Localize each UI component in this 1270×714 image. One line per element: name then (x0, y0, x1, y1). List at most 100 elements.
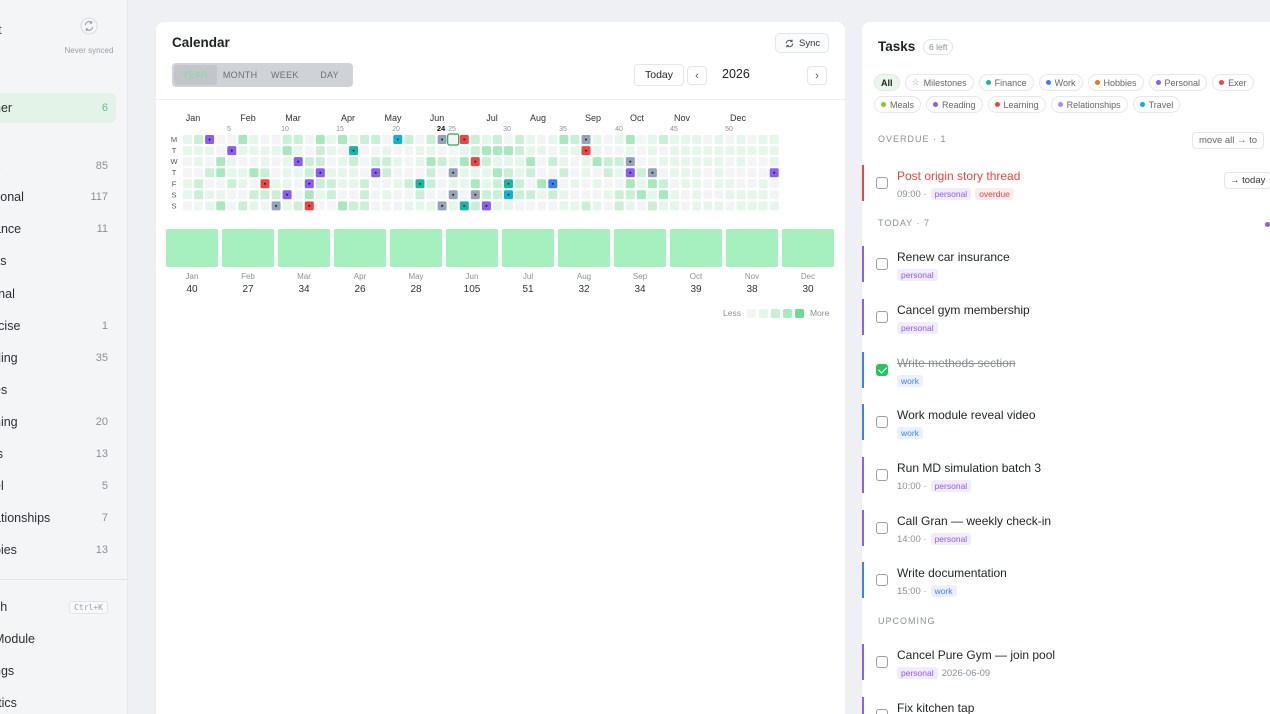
heatmap-day[interactable] (670, 157, 680, 167)
task-checkbox[interactable] (876, 258, 888, 270)
heatmap-day[interactable] (459, 146, 469, 156)
heatmap-day[interactable] (360, 168, 370, 178)
heatmap-day[interactable] (304, 168, 314, 178)
heatmap-day[interactable] (747, 157, 757, 167)
sidebar-item[interactable]: ls 13 (0, 439, 116, 469)
month-bar[interactable] (166, 229, 218, 267)
heatmap-day[interactable] (338, 190, 347, 200)
heatmap-day[interactable] (481, 190, 491, 200)
heatmap-day[interactable] (426, 146, 436, 156)
filter-chip[interactable]: Work (1038, 74, 1083, 91)
heatmap-day[interactable] (592, 146, 602, 156)
task-checkbox[interactable] (876, 416, 888, 428)
heatmap-day[interactable] (360, 201, 370, 211)
heatmap-day[interactable] (592, 201, 602, 211)
heatmap-day[interactable] (581, 179, 591, 189)
heatmap-day[interactable] (703, 201, 713, 211)
heatmap-day[interactable] (183, 146, 192, 156)
heatmap-day[interactable] (393, 146, 403, 156)
filter-chip[interactable]: Finance (978, 74, 1034, 91)
heatmap-day[interactable] (326, 168, 336, 178)
heatmap-day[interactable] (393, 201, 403, 211)
heatmap-day[interactable] (426, 135, 436, 144)
heatmap-day[interactable] (725, 146, 735, 156)
heatmap-day[interactable] (338, 157, 347, 167)
heatmap-day[interactable] (249, 190, 259, 200)
heatmap-day[interactable] (636, 157, 646, 167)
heatmap-day[interactable] (703, 146, 713, 156)
heatmap-day[interactable] (205, 146, 215, 156)
sidebar-item[interactable]: ance 11 (0, 214, 116, 244)
heatmap-day[interactable] (548, 146, 558, 156)
heatmap-day[interactable] (603, 157, 613, 167)
heatmap-day[interactable] (194, 146, 204, 156)
heatmap-day[interactable] (216, 135, 226, 144)
heatmap-day[interactable] (326, 190, 336, 200)
heatmap-day[interactable] (338, 135, 347, 144)
heatmap-day[interactable] (570, 157, 580, 167)
heatmap-day[interactable] (670, 168, 680, 178)
filter-chip[interactable]: Meals (874, 96, 922, 113)
heatmap-day[interactable] (659, 190, 668, 200)
heatmap-day[interactable] (736, 179, 746, 189)
heatmap-day[interactable] (659, 146, 668, 156)
month-bar[interactable] (726, 229, 778, 267)
task-checkbox[interactable] (876, 574, 888, 586)
heatmap-day[interactable] (714, 201, 724, 211)
heatmap-day[interactable] (625, 135, 635, 144)
month-bar[interactable] (558, 229, 610, 267)
heatmap-day[interactable] (293, 190, 303, 200)
heatmap-day[interactable] (537, 190, 547, 200)
heatmap-day[interactable] (681, 146, 691, 156)
heatmap-day[interactable] (747, 190, 757, 200)
heatmap-day[interactable] (747, 201, 757, 211)
task-title[interactable]: Renew car insurance (897, 250, 1010, 264)
heatmap-day[interactable] (570, 168, 580, 178)
task-item[interactable]: Write documentation 15:00 · work (862, 562, 1270, 608)
heatmap-day[interactable] (692, 190, 702, 200)
heatmap-day[interactable] (581, 168, 591, 178)
sidebar-bottom-item[interactable]: ch Ctrl+K (0, 592, 116, 622)
heatmap-day[interactable] (592, 157, 602, 167)
heatmap-day[interactable] (404, 190, 414, 200)
heatmap-day[interactable] (338, 179, 347, 189)
heatmap-day[interactable] (315, 201, 325, 211)
month-bar[interactable] (502, 229, 554, 267)
heatmap-day[interactable] (205, 179, 215, 189)
heatmap-day[interactable] (714, 146, 724, 156)
heatmap-day[interactable] (537, 201, 547, 211)
heatmap-day[interactable] (725, 157, 735, 167)
heatmap-day[interactable] (227, 168, 237, 178)
heatmap-day[interactable] (227, 157, 237, 167)
heatmap-day[interactable] (758, 168, 768, 178)
heatmap-day[interactable] (293, 179, 303, 189)
sidebar-item[interactable]: el 5 (0, 471, 116, 501)
heatmap-day[interactable] (603, 135, 613, 144)
heatmap-day[interactable] (559, 146, 569, 156)
heatmap-day[interactable] (393, 179, 403, 189)
heatmap-day[interactable] (647, 179, 657, 189)
view-day-button[interactable]: DAY (320, 70, 339, 80)
heatmap-day[interactable] (681, 179, 691, 189)
task-title[interactable]: Cancel Pure Gym — join pool (897, 648, 1056, 662)
heatmap-day[interactable] (636, 146, 646, 156)
heatmap-day[interactable] (205, 201, 215, 211)
heatmap-day[interactable] (183, 190, 192, 200)
heatmap-day[interactable] (415, 146, 425, 156)
sidebar-item[interactable]: her 6 (0, 93, 116, 123)
heatmap-day[interactable] (293, 201, 303, 211)
task-item[interactable]: Run MD simulation batch 3 10:00 · personal (862, 457, 1270, 503)
month-bar[interactable] (614, 229, 666, 267)
heatmap-day[interactable] (548, 157, 558, 167)
heatmap-day[interactable] (404, 135, 414, 144)
heatmap-day[interactable] (459, 190, 469, 200)
sync-status[interactable]: Never synced (56, 17, 122, 55)
filter-chip[interactable]: Learning (987, 96, 1046, 113)
heatmap-day[interactable] (293, 146, 303, 156)
heatmap-day[interactable] (747, 146, 757, 156)
heatmap-day[interactable] (448, 179, 458, 189)
heatmap-day[interactable] (515, 201, 525, 211)
heatmap-day[interactable] (249, 179, 259, 189)
heatmap-day[interactable] (548, 201, 558, 211)
today-button[interactable]: Today (634, 64, 685, 86)
